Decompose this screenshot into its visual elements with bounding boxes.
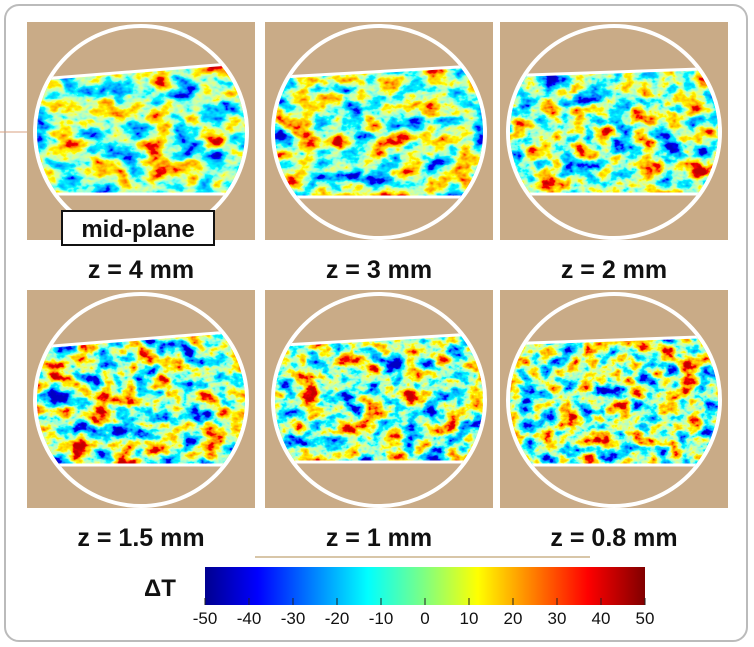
colorbar-tick-label: 50 [636, 609, 655, 628]
panel [27, 290, 255, 508]
panel-label: z = 4 mm [88, 256, 194, 284]
note: mid-plane [81, 216, 194, 243]
panel-label: z = 1.5 mm [77, 524, 204, 552]
panel-label: z = 3 mm [326, 256, 432, 284]
panel [265, 290, 493, 508]
colorbar-tick-label: 40 [592, 609, 611, 628]
panel-label: z = 1 mm [326, 524, 432, 552]
panel [500, 22, 728, 240]
panel [27, 22, 255, 240]
figure: ΔT mid-plane z = 4 mm z = 3 mm z = 2 mm z = … [0, 0, 754, 647]
panel [265, 22, 493, 240]
colorbar-tick-label: -40 [237, 609, 262, 628]
colorbar-tick-label: -30 [281, 609, 306, 628]
panel-label: z = 0.8 mm [550, 524, 677, 552]
colorbar-label: ΔT [144, 575, 176, 602]
colorbar-tick-label: 30 [548, 609, 567, 628]
colorbar-tick-label: 0 [420, 609, 429, 628]
colorbar-tick-label: -20 [325, 609, 350, 628]
colorbar-tick-label: 10 [460, 609, 479, 628]
colorbar-tick-label: -10 [369, 609, 394, 628]
panel [500, 290, 728, 508]
colorbar-tick-label: 20 [504, 609, 523, 628]
colorbar-tick-label: -50 [193, 609, 218, 628]
panel-label: z = 2 mm [561, 256, 667, 284]
